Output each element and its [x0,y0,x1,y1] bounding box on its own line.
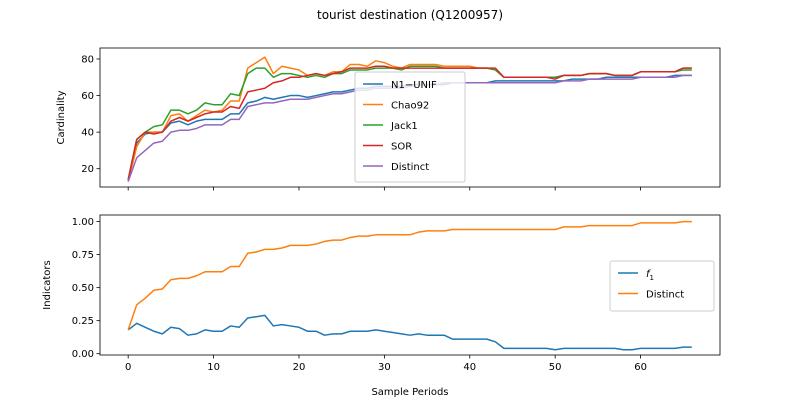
y-tick-label: 0.50 [72,283,94,294]
y-ticks: 20 40 60 80 [81,54,100,175]
y-axis-title: Indicators [42,260,53,309]
y-axis-title: Cardinality [56,90,67,144]
axes-frame [99,47,721,188]
legend-box [354,71,466,183]
y-tick-label: 80 [81,54,94,65]
legend-label: Chao92 [391,101,429,112]
legend: f1 Distinct [609,260,715,312]
series-group [127,220,692,351]
x-tick-label: 20 [293,362,306,373]
y-tick-label: 60 [81,91,94,102]
x-tick-label: 40 [463,362,476,373]
x-tick-label: 50 [549,362,562,373]
x-ticks: 0 10 20 30 40 50 60 [125,355,647,373]
indicators-panel: 0 10 20 30 40 50 60 0.00 0.25 0.50 0.75 1.00 Indicat… [42,214,721,398]
series-line-distinct-ind [127,220,692,331]
y-tick-label: 20 [81,164,94,175]
x-tick-label: 30 [378,362,391,373]
series-line-sor [127,65,692,180]
legend-label: Distinct [391,162,429,173]
legend-box [609,260,715,312]
x-tick-label: 0 [125,362,131,373]
y-tick-label: 0.25 [72,316,94,327]
legend-label: SOR [391,142,412,153]
legend-label: f1 [646,269,654,282]
legend-label: N1−UNIF [391,80,437,91]
figure-title: tourist destination (Q1200957) [317,8,503,22]
x-axis-title: Sample Periods [371,387,448,398]
x-ticks [127,187,641,191]
x-tick-label: 60 [634,362,647,373]
y-tick-label: 1.00 [72,217,94,228]
cardinality-panel: 20 40 60 80 Cardinality N1−UNIF Chao92 Jack1 SOR… [56,47,721,191]
series-line-f1 [127,314,692,351]
axes-frame [99,214,721,356]
legend: N1−UNIF Chao92 Jack1 SOR Distinct [354,71,466,183]
legend-label: Distinct [646,290,684,301]
y-tick-label: 0.00 [72,349,94,360]
y-tick-label: 40 [81,128,94,139]
x-tick-label: 10 [207,362,220,373]
y-ticks: 0.00 0.25 0.50 0.75 1.00 [72,217,100,360]
legend-label: Jack1 [390,121,418,132]
y-tick-label: 0.75 [72,250,94,261]
